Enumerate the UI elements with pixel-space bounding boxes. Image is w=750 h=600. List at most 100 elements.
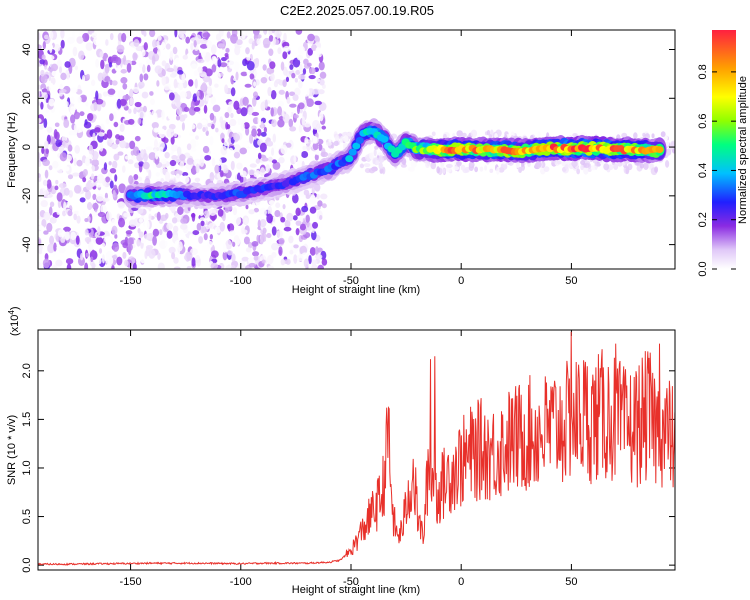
spectrogram-noise-cell — [72, 72, 81, 82]
spectrogram-noise-cell — [85, 252, 90, 258]
spectrogram-noise-cell — [137, 176, 143, 182]
spectrogram-x-tick-label: -50 — [343, 275, 359, 287]
spectrogram-noise-cell — [173, 132, 177, 138]
spectrogram-noise-cell — [470, 129, 478, 138]
spectrogram-noise-cell — [268, 34, 274, 42]
spectrogram-noise-cell — [260, 76, 268, 84]
spectrogram-noise-cell — [151, 55, 156, 65]
spectrogram-noise-cell — [57, 228, 66, 238]
spectrogram-noise-cell — [240, 71, 248, 77]
spectrogram-noise-cell — [167, 112, 173, 120]
spectrogram-noise-cell — [106, 129, 113, 139]
spectrogram-noise-cell — [121, 32, 127, 43]
spectrogram-noise-cell — [211, 55, 218, 64]
spectrogram-noise-cell — [261, 259, 266, 264]
spectrogram-noise-cell — [138, 62, 143, 69]
spectrogram-noise-cell — [303, 58, 309, 66]
spectrogram-noise-cell — [134, 135, 141, 142]
spectrogram-noise-cell — [72, 46, 78, 57]
spectrogram-noise-cell — [229, 118, 237, 127]
spectrogram-noise-cell — [170, 174, 175, 179]
spectrogram-noise-cell — [204, 210, 210, 216]
spectrogram-noise-cell — [190, 213, 196, 218]
spectrogram-noise-cell — [295, 148, 302, 158]
spectrogram-noise-cell — [163, 85, 170, 91]
spectrogram-noise-cell — [299, 108, 303, 114]
spectrogram-noise-cell — [297, 45, 305, 55]
spectrogram-noise-cell — [219, 221, 225, 232]
spectrogram-noise-cell — [188, 233, 193, 242]
spectrogram-y-tick-label: -20 — [21, 188, 33, 204]
spectrogram-noise-cell — [110, 219, 116, 228]
spectrogram-noise-cell — [168, 123, 176, 130]
spectrogram-noise-cell — [79, 111, 85, 117]
spectrogram-noise-cell — [217, 208, 224, 217]
spectrogram-noise-cell — [201, 82, 207, 92]
spectrogram-noise-cell — [303, 258, 309, 268]
spectrogram-noise-cell — [255, 158, 261, 164]
spectrogram-noise-cell — [263, 126, 268, 133]
spectrogram-noise-cell — [654, 166, 659, 173]
spectrogram-noise-cell — [40, 131, 46, 141]
spectrogram-noise-cell — [63, 201, 67, 212]
spectrogram-noise-cell — [160, 158, 167, 165]
spectrogram-noise-cell — [219, 170, 224, 178]
spectrogram-noise-cell — [260, 121, 264, 130]
spectrogram-noise-cell — [306, 98, 314, 108]
spectrogram-y-tick-label: 0 — [21, 144, 33, 150]
spectrogram-noise-cell — [114, 234, 118, 239]
spectrogram-noise-cell — [91, 159, 100, 167]
spectrogram-noise-cell — [146, 64, 151, 73]
spectrogram-noise-cell — [664, 134, 668, 141]
spectrogram-noise-cell — [141, 100, 147, 106]
spectrogram-noise-cell — [306, 141, 311, 152]
spectrogram-noise-cell — [378, 162, 383, 170]
spectrogram-noise-cell — [227, 106, 232, 114]
spectrogram-noise-cell — [119, 98, 127, 107]
spectrogram-noise-cell — [173, 266, 181, 269]
spectrogram-noise-cell — [260, 131, 267, 137]
spectrogram-noise-cell — [111, 80, 118, 86]
spectrogram-noise-cell — [484, 165, 488, 171]
spectrogram-noise-cell — [456, 161, 462, 167]
spectrogram-noise-cell — [84, 156, 91, 167]
spectrogram-noise-cell — [603, 163, 610, 171]
spectrogram-noise-cell — [138, 81, 145, 89]
spectrogram-noise-cell — [359, 163, 365, 169]
spectrogram-noise-cell — [166, 128, 175, 138]
spectrogram-noise-cell — [155, 172, 161, 177]
spectrogram-noise-cell — [174, 57, 182, 67]
spectrogram-noise-cell — [66, 36, 75, 44]
spectrogram-noise-cell — [142, 161, 150, 170]
spectrogram-noise-cell — [311, 230, 317, 241]
spectrogram-noise-cell — [68, 190, 74, 198]
spectrogram-noise-cell — [309, 206, 317, 214]
spectrogram-noise-cell — [309, 195, 317, 205]
spectrogram-noise-cell — [115, 134, 121, 140]
spectrogram-noise-cell — [202, 32, 211, 38]
spectrogram-noise-cell — [40, 101, 44, 110]
spectrogram-noise-cell — [230, 112, 234, 119]
spectrogram-noise-cell — [262, 37, 271, 48]
spectrogram-noise-cell — [225, 47, 230, 53]
spectrogram-noise-cell — [228, 147, 234, 155]
spectrogram-noise-cell — [72, 31, 76, 39]
spectrogram-noise-cell — [274, 209, 281, 218]
spectrogram-noise-cell — [41, 147, 45, 155]
spectrogram-noise-cell — [272, 161, 281, 170]
spectrogram-noise-cell — [96, 193, 104, 202]
spectrogram-noise-cell — [295, 30, 303, 35]
spectrogram-noise-cell — [500, 162, 508, 171]
spectrogram-noise-cell — [237, 263, 242, 269]
spectrogram-noise-cell — [118, 183, 126, 194]
spectrogram-noise-cell — [182, 54, 188, 60]
spectrogram-noise-cell — [445, 163, 453, 169]
spectrogram-noise-cell — [46, 222, 53, 233]
spectrogram-noise-cell — [312, 136, 318, 144]
spectrogram-noise-cell — [52, 160, 59, 169]
spectrogram-noise-cell — [127, 243, 133, 251]
spectrogram-noise-cell — [109, 168, 117, 174]
spectrogram-noise-cell — [94, 127, 101, 133]
spectrogram-noise-cell — [288, 83, 294, 90]
spectrogram-noise-cell — [301, 151, 309, 159]
